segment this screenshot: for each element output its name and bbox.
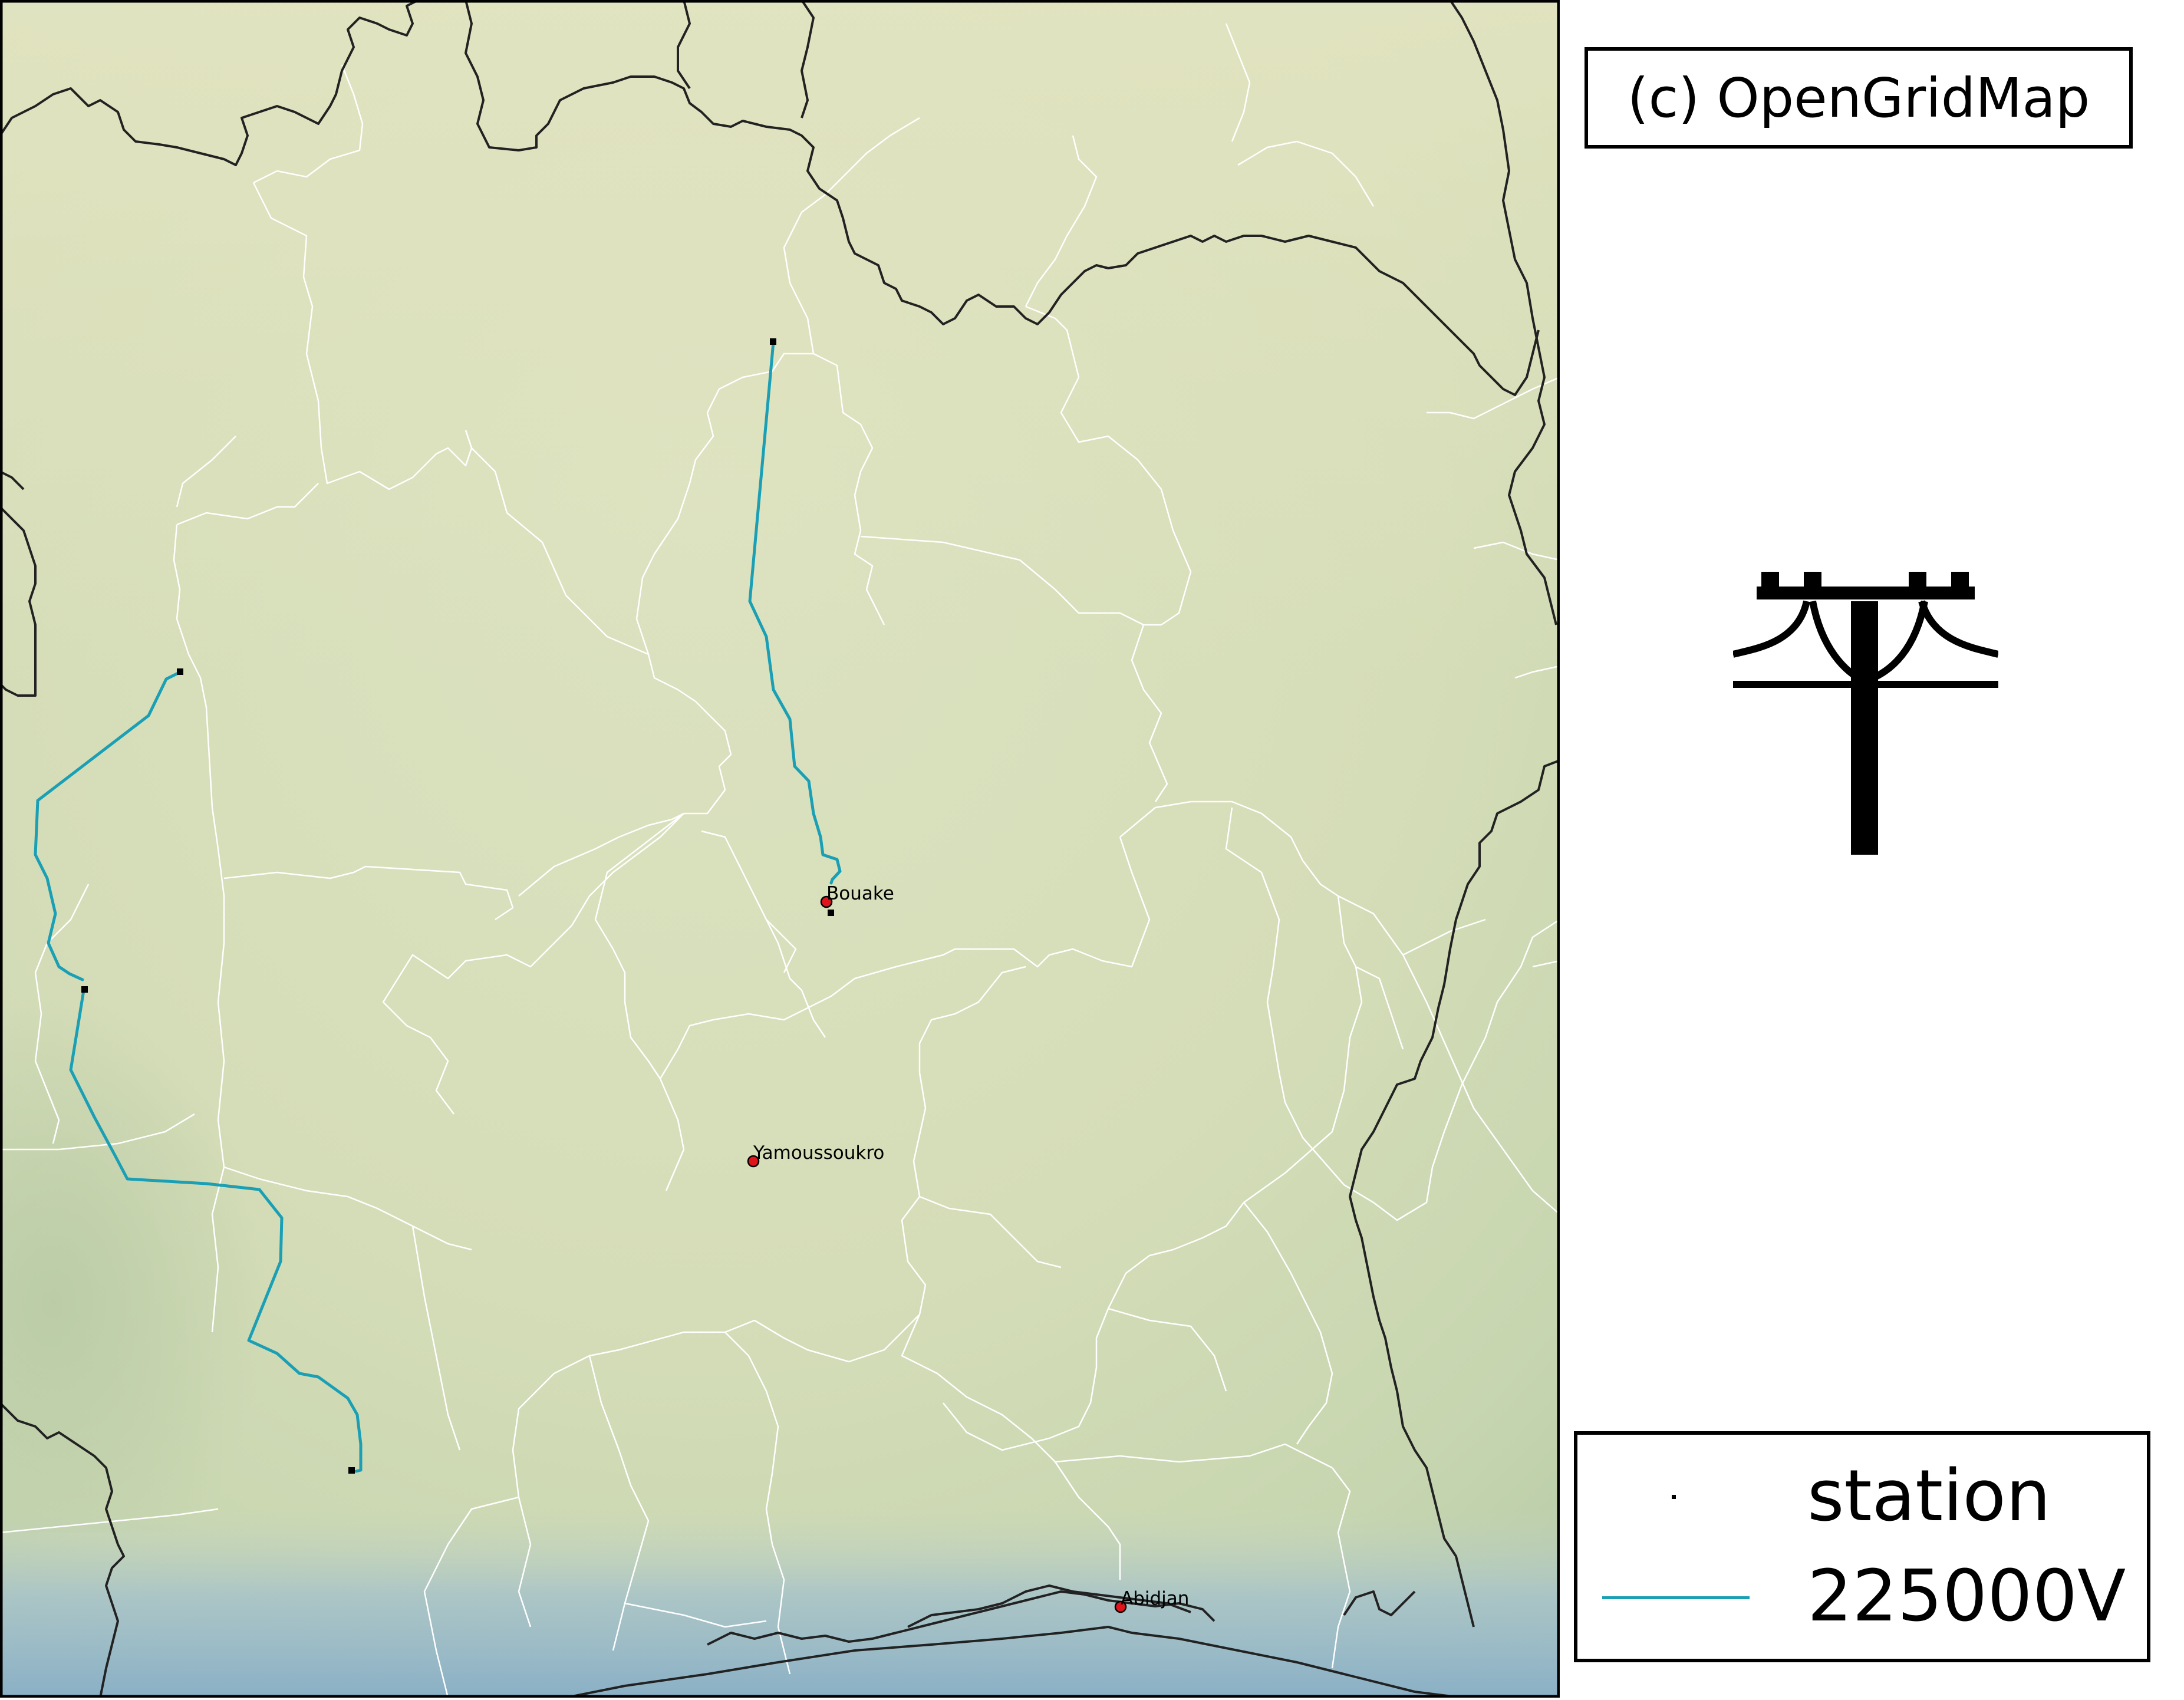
legend-label: 225000V [1807,1556,2126,1638]
copyright-box: (c) OpenGridMap [1585,47,2133,149]
station-marker[interactable] [770,338,776,345]
city-yamoussoukro[interactable]: Yamoussoukro [747,1142,884,1168]
legend-item-station: station [1577,1447,2147,1547]
cities: Bouake Yamoussoukro Abidjan [747,883,1189,1613]
city-marker[interactable] [747,1155,760,1168]
legend-swatch-line [1602,1547,1750,1647]
internal-borders [0,23,1560,1698]
legend-label: station [1807,1455,2051,1537]
stations[interactable] [81,338,834,1474]
city-label: Bouake [826,883,894,904]
map-frame[interactable]: Bouake Yamoussoukro Abidjan [0,0,1560,1699]
city-bouake[interactable]: Bouake [820,883,894,908]
map-border [0,0,1560,1698]
city-label: Yamoussoukro [753,1142,884,1164]
west-shade [0,766,531,1533]
national-borders [0,0,1560,1699]
station-marker[interactable] [81,986,88,993]
legend-swatch-station [1602,1447,1750,1547]
line-segment-west-south[interactable] [69,989,363,1473]
power-pylon-icon [1733,572,1998,855]
city-abidjan[interactable]: Abidjan [1114,1588,1189,1613]
city-marker[interactable] [1114,1600,1127,1613]
station-dot-icon [1672,1495,1676,1499]
station-marker[interactable] [348,1467,355,1474]
legend: station 225000V [1574,1431,2150,1662]
line-segment-west-north[interactable] [34,670,182,981]
city-label: Abidjan [1121,1588,1189,1609]
power-lines-225kv[interactable] [34,340,842,1473]
city-marker[interactable] [820,895,833,908]
line-swatch-icon [1602,1596,1750,1599]
sea [0,1509,1560,1698]
station-marker[interactable] [177,668,183,675]
line-segment-north-bouake[interactable] [748,340,842,885]
legend-item-225kv: 225000V [1577,1547,2147,1647]
copyright-text: (c) OpenGridMap [1627,66,2090,130]
station-marker[interactable] [828,910,834,916]
map-canvas[interactable]: Bouake Yamoussoukro Abidjan [0,0,1560,1699]
sidebar-panel: (c) OpenGridMap [1560,0,2184,1698]
